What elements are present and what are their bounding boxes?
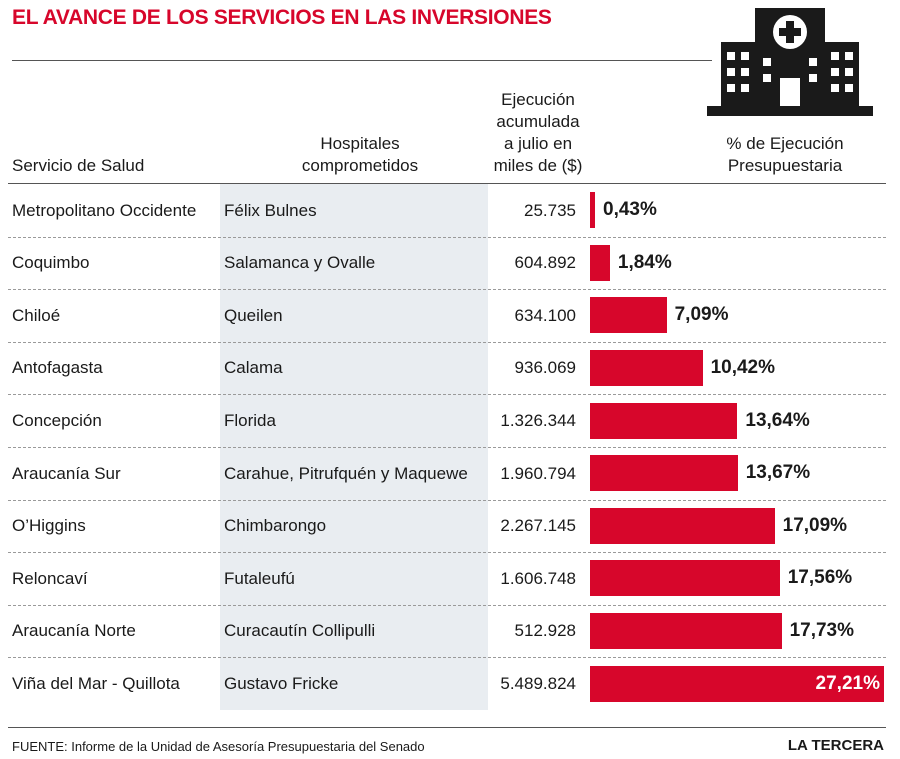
- servicio-cell: Metropolitano Occidente: [12, 200, 197, 220]
- ejecucion-cell: 604.892: [514, 253, 576, 273]
- table-row: Coquimbo Salamanca y Ovalle 604.892 1,84%: [8, 237, 886, 291]
- row-divider: [8, 289, 886, 291]
- ejecucion-cell: 1.960.794: [500, 463, 576, 483]
- ejecucion-cell: 1.326.344: [500, 410, 576, 430]
- bar: [590, 507, 775, 544]
- table-row: Metropolitano Occidente Félix Bulnes 25.73…: [8, 184, 886, 238]
- row-divider: [8, 499, 886, 501]
- row-divider: [8, 552, 886, 554]
- servicio-cell: Antofagasta: [12, 358, 103, 378]
- row-divider: [8, 604, 886, 606]
- row-divider: [8, 446, 886, 448]
- hospitales-cell: Félix Bulnes: [224, 200, 317, 220]
- bar-value-label: 17,09%: [782, 514, 848, 536]
- servicio-cell: Concepción: [12, 410, 102, 430]
- bar: [590, 350, 703, 387]
- bar-value-label: 10,42%: [710, 357, 776, 379]
- bar: [590, 192, 595, 229]
- hospitales-cell: Curacautín Collipulli: [224, 621, 376, 641]
- bar-value-label: 7,09%: [674, 304, 729, 326]
- brand-label: LA TERCERA: [787, 737, 884, 754]
- hospitales-cell: Florida: [224, 410, 276, 430]
- hospitales-cell: Calama: [224, 358, 283, 378]
- ejecucion-cell: 936.069: [514, 358, 576, 378]
- hospital-icon: [707, 8, 873, 116]
- footer-rule: [8, 727, 886, 728]
- servicio-cell: Araucanía Norte: [12, 621, 136, 641]
- bar: [590, 665, 884, 702]
- servicio-cell: Viña del Mar - Quillota: [12, 673, 180, 693]
- table-row: Araucanía Sur Carahue, Pitrufquén y Maque…: [8, 447, 886, 501]
- table-row: O’Higgins Chimbarongo 2.267.145 17,09%: [8, 500, 886, 554]
- header-porcentaje: % de Ejecución Presupuestaria: [726, 134, 844, 175]
- title-rule: [12, 60, 712, 61]
- row-divider: [8, 657, 886, 659]
- bar-value-label: 13,64%: [745, 409, 810, 431]
- bar-value-label: 0,43%: [603, 199, 657, 221]
- ejecucion-cell: 512.928: [514, 621, 576, 641]
- row-divider: [8, 394, 886, 396]
- table-row: Viña del Mar - Quillota Gustavo Fricke 5.4…: [8, 657, 886, 710]
- hospitales-cell: Chimbarongo: [224, 516, 327, 536]
- header-servicio: Servicio de Salud: [12, 156, 145, 175]
- row-divider: [8, 236, 886, 238]
- header-hospitales: Hospitales comprometidos: [301, 134, 419, 175]
- header-ejecucion: Ejecución acumulada a julio en miles de …: [493, 90, 583, 175]
- hospitales-cell: Queilen: [224, 305, 283, 325]
- servicio-cell: O’Higgins: [12, 516, 86, 536]
- hospitales-cell: Salamanca y Ovalle: [224, 253, 376, 273]
- ejecucion-cell: 2.267.145: [500, 516, 576, 536]
- hospitales-cell: Futaleufú: [224, 568, 295, 588]
- hospitales-cell: Carahue, Pitrufquén y Maquewe: [224, 463, 468, 483]
- ejecucion-cell: 634.100: [514, 305, 576, 325]
- servicio-cell: Coquimbo: [12, 253, 90, 273]
- bar: [590, 244, 610, 281]
- table-row: Antofagasta Calama 936.069 10,42%: [8, 342, 886, 396]
- table-row: Chiloé Queilen 634.100 7,09%: [8, 289, 886, 343]
- bar: [590, 560, 780, 597]
- bar-value-label: 17,73%: [789, 620, 855, 642]
- table-row: Reloncaví Futaleufú 1.606.748 17,56%: [8, 552, 886, 606]
- bar: [590, 613, 782, 650]
- ejecucion-cell: 5.489.824: [500, 673, 576, 693]
- header-rule: [8, 183, 886, 184]
- bar-value-label: 1,84%: [617, 251, 672, 273]
- source-note: FUENTE: Informe de la Unidad de Asesoría…: [12, 739, 425, 754]
- chart-title: EL AVANCE DE LOS SERVICIOS EN LAS INVERS…: [12, 6, 552, 29]
- servicio-cell: Reloncaví: [12, 568, 88, 588]
- bar: [590, 455, 738, 492]
- table-row: Araucanía Norte Curacautín Collipulli 512.…: [8, 605, 886, 659]
- ejecucion-cell: 1.606.748: [500, 568, 576, 588]
- ejecucion-cell: 25.735: [524, 200, 576, 220]
- bar: [590, 297, 667, 334]
- bar: [590, 402, 738, 439]
- servicio-cell: Araucanía Sur: [12, 463, 121, 483]
- row-divider: [8, 341, 886, 343]
- bar-value-label: 13,67%: [745, 462, 811, 484]
- table-row: Concepción Florida 1.326.344 13,64%: [8, 394, 886, 448]
- hospitales-cell: Gustavo Fricke: [224, 673, 339, 693]
- servicio-cell: Chiloé: [12, 305, 61, 325]
- bar-value-label: 27,21%: [815, 672, 880, 694]
- bar-value-label: 17,56%: [787, 567, 853, 589]
